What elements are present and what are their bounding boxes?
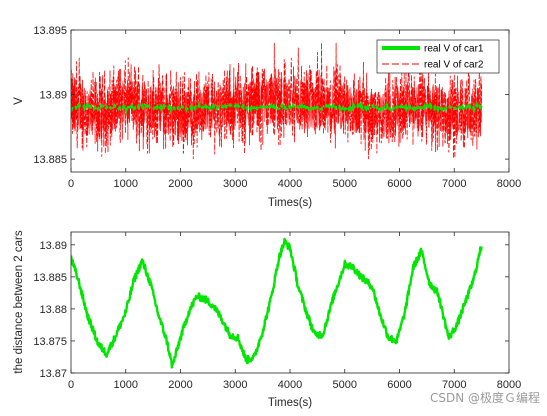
x-tick-label: 1000: [114, 178, 138, 190]
x-tick-label: 2000: [168, 178, 192, 190]
series-line-distance: [71, 237, 483, 369]
y-tick-label: 13.875: [33, 336, 67, 348]
series-line-car1: [71, 99, 483, 116]
x-tick-label: 4000: [278, 178, 302, 190]
distance-xlabel: Times(s): [268, 397, 312, 409]
velocity-plot: 0 1000 2000 3000 4000 5000 6000 7000 8000 13.885 1…: [13, 25, 521, 209]
velocity-series-layer: [71, 42, 483, 160]
x-tick-label: 6000: [387, 379, 411, 391]
y-tick-label: 13.87: [39, 368, 67, 380]
velocity-xlabel: Times(s): [268, 197, 312, 209]
x-tick-label: 7000: [442, 379, 466, 391]
x-tick-label: 8000: [497, 178, 521, 190]
x-tick-label: 5000: [333, 379, 357, 391]
legend: real V of car1 real V of car2: [376, 39, 500, 74]
y-tick-label: 13.89: [39, 90, 67, 102]
legend-label-car1: real V of car1: [424, 44, 484, 55]
x-tick-label: 1000: [114, 379, 138, 391]
velocity-ticks: 0 1000 2000 3000 4000 5000 6000 7000 8000 13.885 1…: [33, 25, 521, 190]
x-tick-label: 3000: [223, 178, 247, 190]
y-tick-label: 13.895: [33, 25, 67, 37]
y-tick-label: 13.885: [33, 272, 67, 284]
legend-box: [376, 39, 500, 74]
x-tick-label: 3000: [223, 379, 247, 391]
x-tick-label: 2000: [168, 379, 192, 391]
distance-plot-area: [71, 232, 509, 373]
legend-label-car2: real V of car2: [424, 60, 484, 71]
series-line-car2-density: [71, 77, 482, 136]
x-tick-label: 6000: [387, 178, 411, 190]
distance-ticks: 0 1000 2000 3000 4000 5000 6000 7000 8000 13.87 13…: [33, 232, 521, 391]
velocity-ylabel: V: [13, 97, 25, 105]
x-tick-label: 5000: [333, 178, 357, 190]
x-tick-label: 8000: [497, 379, 521, 391]
distance-plot: 0 1000 2000 3000 4000 5000 6000 7000 8000 13.87 13…: [13, 230, 521, 409]
y-tick-label: 13.885: [33, 154, 67, 166]
watermark: CSDN @极度Ｇ编程: [430, 390, 540, 405]
distance-ylabel: the distance between 2 cars: [13, 230, 25, 373]
x-tick-label: 4000: [278, 379, 302, 391]
y-tick-label: 13.89: [39, 240, 67, 252]
x-tick-label: 0: [68, 178, 74, 190]
x-tick-label: 7000: [442, 178, 466, 190]
y-tick-label: 13.88: [39, 304, 67, 316]
x-tick-label: 0: [68, 379, 74, 391]
distance-series-layer: [71, 237, 483, 369]
